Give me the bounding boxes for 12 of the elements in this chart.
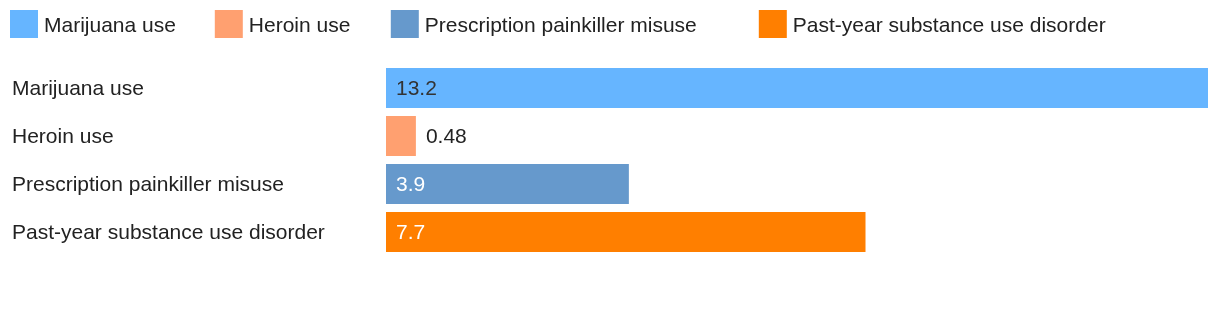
y-tick-label: Past-year substance use disorder xyxy=(12,220,325,243)
legend-label: Prescription painkiller misuse xyxy=(424,13,697,36)
y-tick-label: Marijuana use xyxy=(12,76,144,99)
data-label: 13.2 xyxy=(396,76,437,99)
legend-label: Marijuana use xyxy=(44,13,176,36)
data-label: 7.7 xyxy=(396,220,426,243)
y-tick-label: Heroin use xyxy=(12,124,114,147)
legend-label: Past-year substance use disorder xyxy=(792,13,1106,36)
data-label: 0.48 xyxy=(425,124,467,147)
legend-label: Heroin use xyxy=(248,13,351,36)
data-label: 3.9 xyxy=(396,172,426,195)
y-tick-label: Prescription painkiller misuse xyxy=(12,172,284,195)
